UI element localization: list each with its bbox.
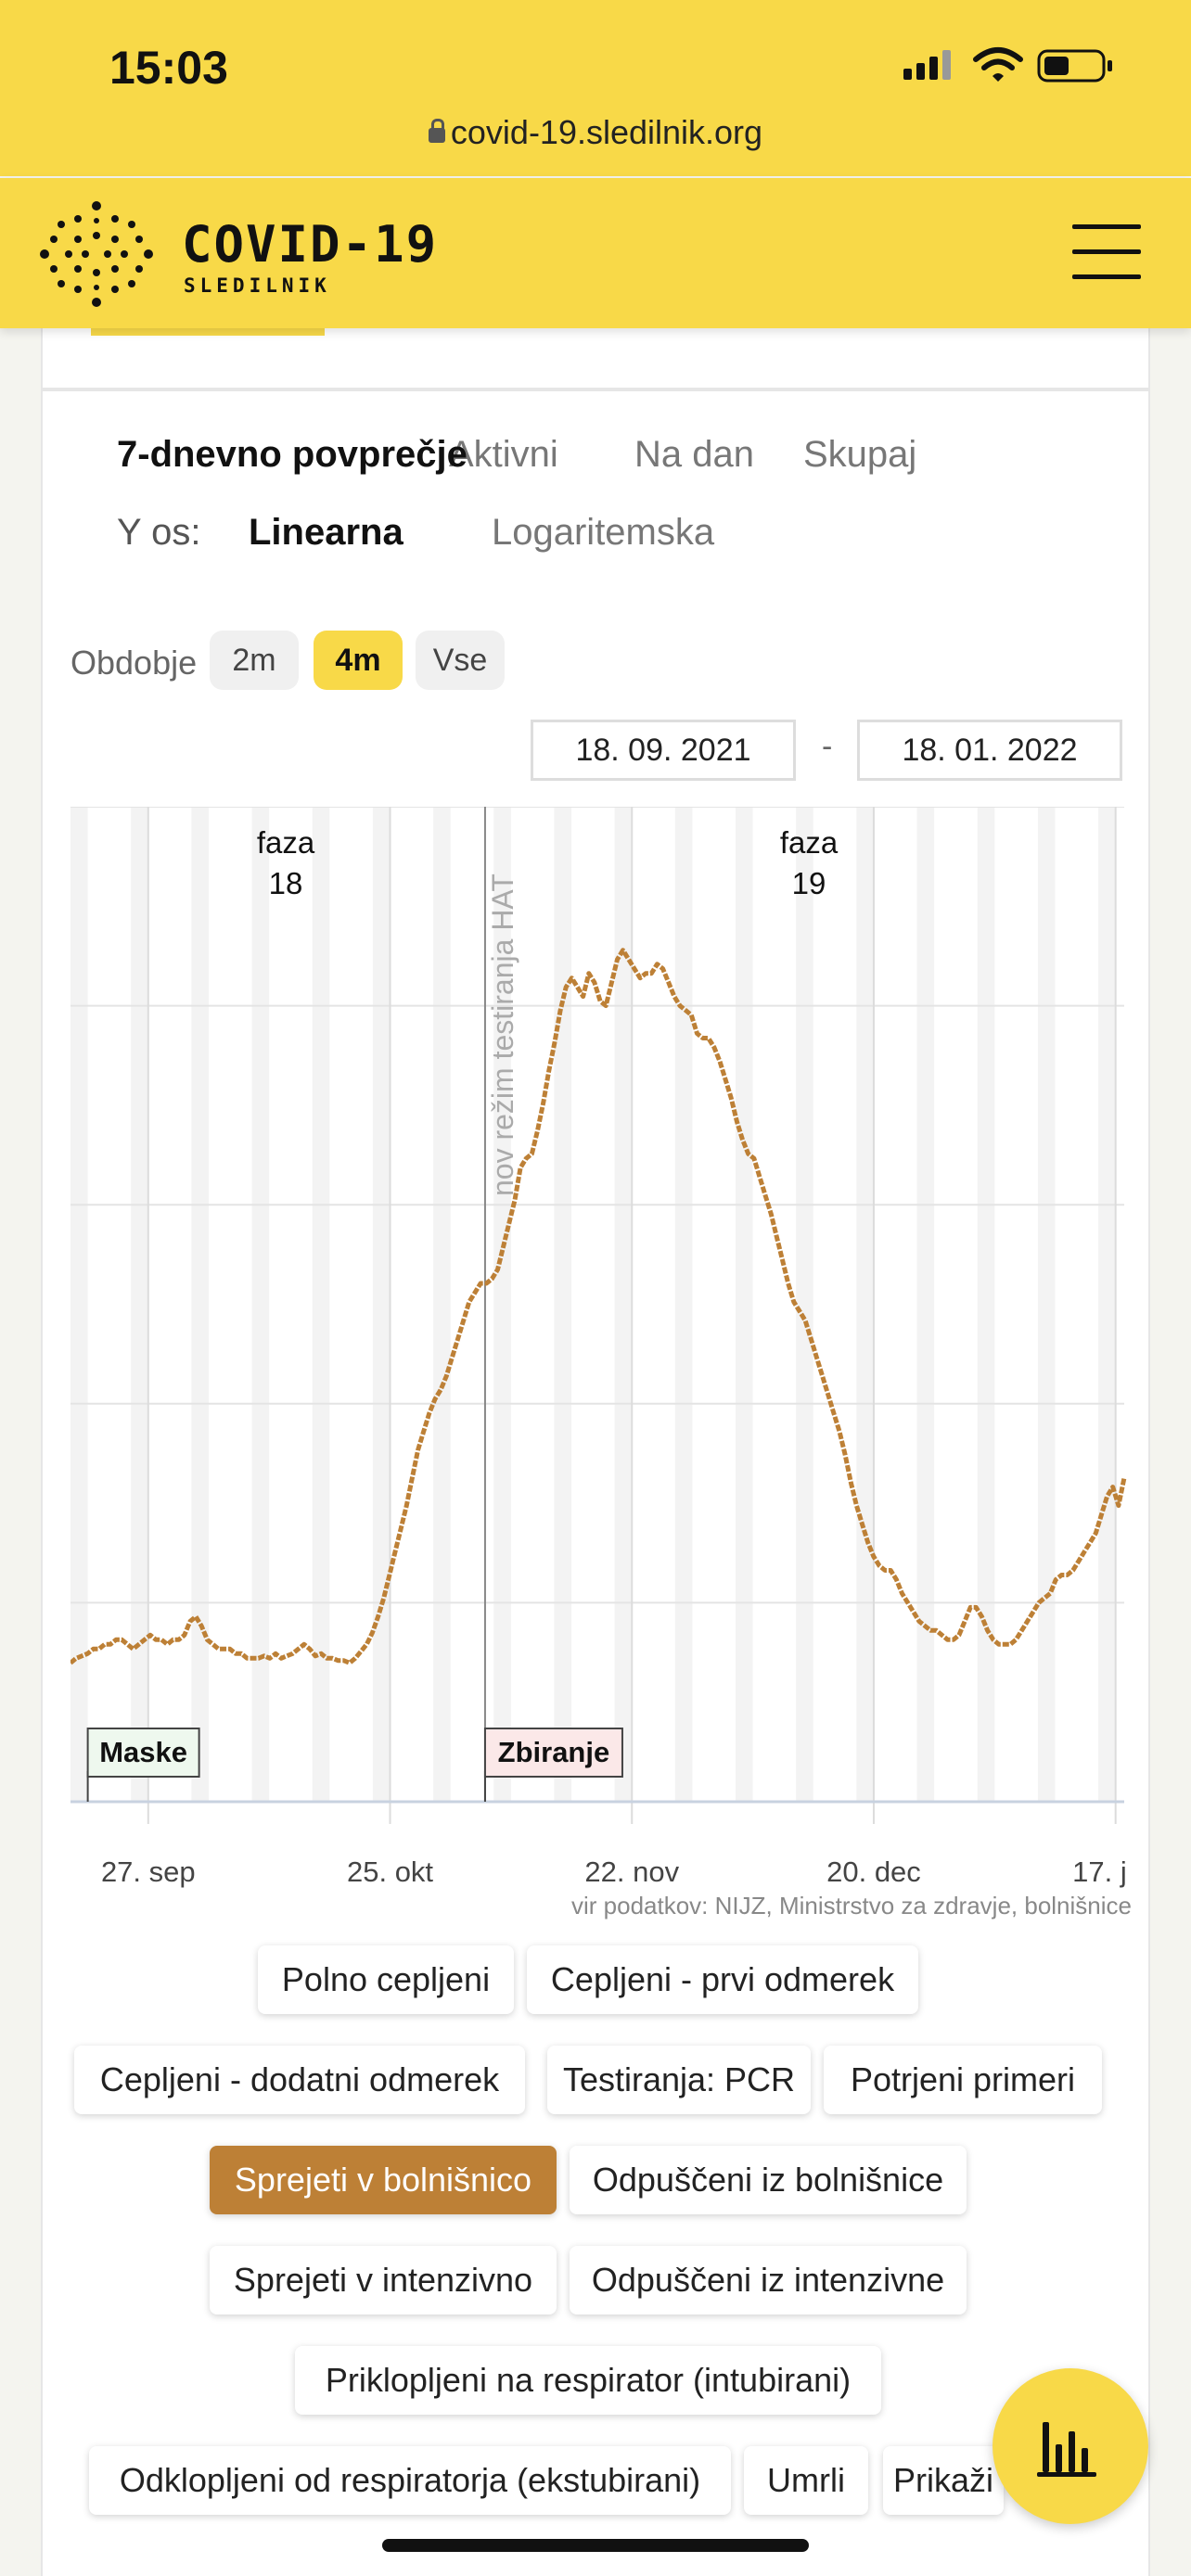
tab-daily[interactable]: Na dan bbox=[634, 434, 754, 475]
btn-icu-discharged[interactable]: Odpuščeni iz intenzivne bbox=[570, 2246, 967, 2315]
x-tick-label: 20. dec bbox=[826, 1855, 921, 1888]
app-header: COVID-19 SLEDILNIK bbox=[0, 178, 1191, 328]
series-line-hospital-admissions bbox=[70, 948, 1127, 1665]
weekend-band bbox=[735, 807, 753, 1802]
btn-show[interactable]: Prikaži bbox=[883, 2446, 1004, 2515]
x-tick-label: 27. sep bbox=[101, 1855, 196, 1888]
event-flag-masks: Maske bbox=[99, 1736, 187, 1768]
weekend-band bbox=[131, 807, 148, 1802]
date-to-input[interactable]: 18. 01. 2022 bbox=[857, 720, 1122, 781]
btn-ventilator-intubated[interactable]: Priklopljeni na respirator (intubirani) bbox=[295, 2346, 881, 2415]
period-4m-button[interactable]: 4m bbox=[314, 631, 403, 690]
y-axis-linear[interactable]: Linearna bbox=[249, 512, 403, 561]
btn-fully-vaccinated[interactable]: Polno cepljeni bbox=[258, 1945, 514, 2014]
event-flag-box bbox=[86, 1728, 200, 1778]
x-tick-label: 25. okt bbox=[347, 1855, 433, 1888]
btn-deceased[interactable]: Umrli bbox=[744, 2446, 868, 2515]
btn-confirmed-cases[interactable]: Potrjeni primeri bbox=[824, 2046, 1102, 2114]
period-all-button[interactable]: Vse bbox=[416, 631, 505, 690]
url-text: covid-19.sledilnik.org bbox=[450, 113, 763, 151]
hospital-admissions-line-chart[interactable]: 27. sep 25. okt 22. nov 20. dec 17. jan nov r… bbox=[70, 807, 1128, 1906]
weekend-band bbox=[191, 807, 209, 1802]
weekend-band bbox=[251, 807, 270, 1802]
weekend-band bbox=[554, 807, 572, 1802]
weekend-band bbox=[1098, 807, 1116, 1802]
data-source: vir podatkov: NIJZ, Ministrstvo za zdrav… bbox=[571, 1892, 1132, 1919]
y-axis-logarithmic[interactable]: Logaritemska bbox=[492, 512, 715, 553]
divider bbox=[43, 388, 1148, 391]
annotation-hat-label: nov režim testiranja HAT bbox=[486, 874, 519, 1196]
weekend-band bbox=[493, 807, 511, 1802]
weekend-band bbox=[70, 807, 88, 1802]
bar-chart-icon bbox=[1037, 2422, 1096, 2477]
sledilnik-logo-icon[interactable] bbox=[39, 198, 154, 310]
battery-icon bbox=[1037, 49, 1112, 83]
status-time: 15:03 bbox=[109, 42, 228, 94]
weekend-band bbox=[796, 807, 813, 1802]
phase-label: faza bbox=[257, 825, 315, 860]
status-bar: 15:03 covid-19.sledilnik.org bbox=[0, 0, 1191, 176]
weekend-band bbox=[674, 807, 693, 1802]
chart-menu-button[interactable] bbox=[992, 2368, 1148, 2524]
event-flag-gathering: Zbiranje bbox=[498, 1736, 610, 1768]
tab-7-day-average[interactable]: 7-dnevno povprečje bbox=[117, 434, 467, 483]
chart-card: 7-dnevno povprečje Aktivni Na dan Skupaj… bbox=[41, 315, 1150, 2576]
weekend-band bbox=[916, 807, 935, 1802]
tab-total[interactable]: Skupaj bbox=[803, 434, 917, 475]
weekend-band bbox=[312, 807, 330, 1802]
x-tick-label: 17. jan bbox=[1072, 1855, 1128, 1888]
btn-hospital-admitted[interactable]: Sprejeti v bolnišnico bbox=[210, 2146, 557, 2214]
hamburger-menu-icon[interactable] bbox=[1072, 224, 1141, 282]
phase-number: 19 bbox=[792, 866, 826, 900]
btn-hospital-discharged[interactable]: Odpuščeni iz bolnišnice bbox=[570, 2146, 967, 2214]
date-separator: - bbox=[822, 729, 833, 764]
date-from-input[interactable]: 18. 09. 2021 bbox=[531, 720, 796, 781]
btn-first-dose[interactable]: Cepljeni - prvi odmerek bbox=[527, 1945, 918, 2014]
btn-icu-admitted[interactable]: Sprejeti v intenzivno bbox=[210, 2246, 557, 2315]
period-2m-button[interactable]: 2m bbox=[210, 631, 299, 690]
weekend-band bbox=[1037, 807, 1056, 1802]
brand-title: COVID-19 bbox=[182, 215, 439, 274]
weekend-band bbox=[433, 807, 451, 1802]
lock-icon bbox=[428, 119, 445, 143]
url-bar[interactable]: covid-19.sledilnik.org bbox=[0, 113, 1191, 152]
y-axis-label: Y os: bbox=[117, 512, 201, 553]
btn-ventilator-extubated[interactable]: Odklopljeni od respiratorja (ekstubirani… bbox=[89, 2446, 731, 2515]
cellular-signal-icon bbox=[903, 50, 951, 80]
home-indicator bbox=[382, 2539, 809, 2552]
btn-tests-pcr[interactable]: Testiranja: PCR bbox=[547, 2046, 811, 2114]
x-tick-label: 22. nov bbox=[584, 1855, 679, 1888]
phase-label: faza bbox=[780, 825, 839, 860]
wifi-icon bbox=[973, 47, 1023, 82]
weekend-band bbox=[856, 807, 874, 1802]
weekend-band bbox=[977, 807, 995, 1802]
phase-number: 18 bbox=[269, 866, 303, 900]
btn-booster-dose[interactable]: Cepljeni - dodatni odmerek bbox=[74, 2046, 525, 2114]
event-flag-box bbox=[483, 1728, 623, 1778]
tab-active[interactable]: Aktivni bbox=[449, 434, 558, 475]
weekend-band bbox=[614, 807, 633, 1802]
weekend-band bbox=[372, 807, 391, 1802]
period-label: Obdobje bbox=[70, 644, 198, 682]
brand-subtitle: SLEDILNIK bbox=[184, 274, 331, 297]
